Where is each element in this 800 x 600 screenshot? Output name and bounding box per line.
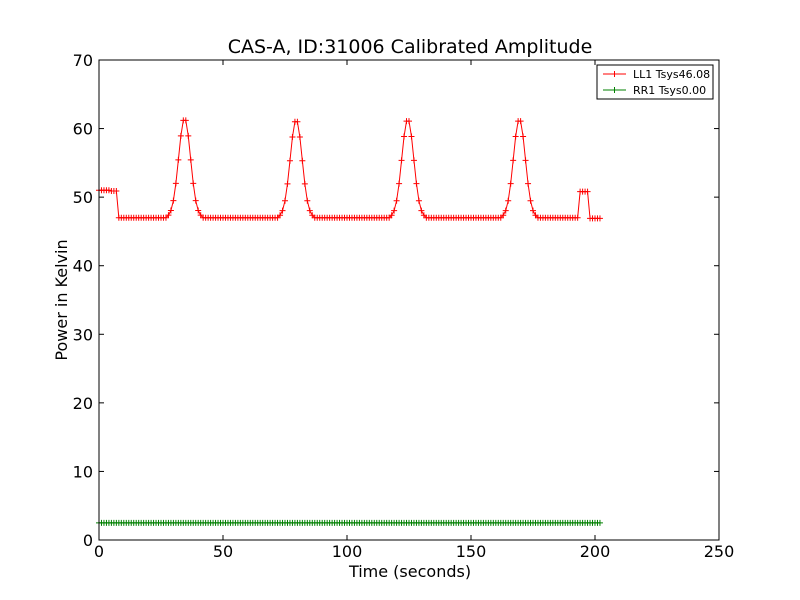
x-tick-label: 150 <box>456 542 487 561</box>
data-point <box>187 156 194 163</box>
x-tick-label: 100 <box>332 542 363 561</box>
data-point <box>398 157 405 164</box>
data-point <box>182 117 189 124</box>
data-point <box>185 132 192 139</box>
data-point <box>596 519 603 526</box>
data-point <box>520 133 527 140</box>
data-point <box>517 118 524 125</box>
data-point <box>301 180 308 187</box>
axis-ticks: 0 50 100 150 200 250 0 10 20 30 40 50 60 70 <box>73 51 735 561</box>
data-point <box>584 188 591 195</box>
data-point <box>170 197 177 204</box>
y-tick-label: 30 <box>73 325 93 344</box>
plot-frame <box>98 59 720 541</box>
legend: LL1 Tsys46.08 RR1 Tsys0.00 <box>596 64 714 100</box>
data-point <box>306 207 313 214</box>
series-1 <box>96 519 603 526</box>
data-point <box>299 157 306 164</box>
data-point <box>294 118 301 125</box>
y-axis-label: Power in Kelvin <box>52 239 71 360</box>
data-point <box>289 134 296 141</box>
data-point <box>190 180 197 187</box>
data-point <box>401 133 408 140</box>
data-point <box>279 207 286 214</box>
data-point <box>415 197 422 204</box>
data-point <box>596 215 603 222</box>
data-point <box>418 207 425 214</box>
legend-label: RR1 Tsys0.00 <box>633 84 706 97</box>
data-point <box>512 133 519 140</box>
data-point <box>175 156 182 163</box>
data-point <box>396 180 403 187</box>
data-point <box>286 157 293 164</box>
data-point <box>507 180 514 187</box>
data-point <box>388 212 395 219</box>
data-point <box>502 207 509 214</box>
chart-title: CAS-A, ID:31006 Calibrated Amplitude <box>228 36 593 58</box>
data-point <box>177 132 184 139</box>
data-point <box>530 207 536 214</box>
data-point <box>284 180 291 187</box>
legend-marker <box>611 87 618 93</box>
x-axis-label: Time (seconds) <box>348 562 471 581</box>
data-point <box>113 187 120 194</box>
data-point <box>192 197 199 204</box>
data-point <box>527 197 534 204</box>
y-tick-label: 10 <box>73 462 93 481</box>
x-tick-label: 250 <box>704 542 735 561</box>
data-point <box>408 133 415 140</box>
y-tick-label: 50 <box>73 188 93 207</box>
plot-series <box>96 117 603 526</box>
data-point <box>195 207 202 214</box>
series-0 <box>96 117 603 222</box>
x-tick-label: 200 <box>580 542 611 561</box>
data-point <box>413 180 420 187</box>
data-point <box>510 157 517 164</box>
data-point <box>410 157 417 164</box>
y-tick-label: 0 <box>83 531 93 550</box>
data-point <box>304 197 311 204</box>
data-point <box>391 207 398 214</box>
data-point <box>505 197 512 204</box>
data-point <box>522 157 529 164</box>
data-point <box>525 180 532 187</box>
data-point <box>172 180 179 187</box>
data-point <box>167 207 174 214</box>
x-tick-label: 50 <box>213 542 233 561</box>
data-point <box>277 212 284 219</box>
legend-frame <box>596 64 714 100</box>
y-tick-label: 40 <box>73 257 93 276</box>
data-point <box>574 214 581 221</box>
y-tick-label: 60 <box>73 120 93 139</box>
y-tick-label: 70 <box>73 51 93 70</box>
data-point <box>165 212 172 219</box>
legend-marker <box>611 71 618 77</box>
legend-label: LL1 Tsys46.08 <box>633 68 710 81</box>
y-tick-label: 20 <box>73 394 93 413</box>
data-point <box>393 197 400 204</box>
data-point <box>296 134 303 141</box>
data-point <box>282 197 288 204</box>
data-point <box>406 118 412 125</box>
data-point <box>500 212 507 219</box>
x-tick-label: 0 <box>94 542 104 561</box>
